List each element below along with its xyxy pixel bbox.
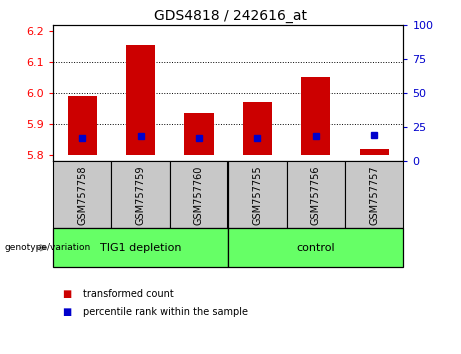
Bar: [228, 161, 287, 228]
Bar: [53, 228, 228, 267]
Text: GSM757760: GSM757760: [194, 165, 204, 224]
Text: GDS4818 / 242616_at: GDS4818 / 242616_at: [154, 9, 307, 23]
Text: genotype/variation: genotype/variation: [5, 243, 91, 252]
Bar: [126, 45, 155, 155]
Bar: [184, 113, 213, 155]
Bar: [68, 96, 97, 155]
Text: ■: ■: [62, 289, 71, 299]
Text: control: control: [296, 243, 335, 253]
Bar: [360, 149, 389, 155]
Text: transformed count: transformed count: [83, 289, 174, 299]
Text: percentile rank within the sample: percentile rank within the sample: [83, 307, 248, 316]
Text: TIG1 depletion: TIG1 depletion: [100, 243, 181, 253]
Text: GSM757757: GSM757757: [369, 165, 379, 225]
Bar: [53, 161, 112, 228]
Text: GSM757756: GSM757756: [311, 165, 321, 225]
Text: GSM757755: GSM757755: [252, 165, 262, 225]
Bar: [287, 161, 345, 228]
Text: GSM757758: GSM757758: [77, 165, 87, 225]
Bar: [228, 228, 403, 267]
Text: GSM757759: GSM757759: [136, 165, 146, 225]
Bar: [112, 161, 170, 228]
Text: ■: ■: [62, 307, 71, 316]
Bar: [243, 102, 272, 155]
Bar: [170, 161, 228, 228]
Bar: [345, 161, 403, 228]
Bar: [301, 78, 331, 155]
